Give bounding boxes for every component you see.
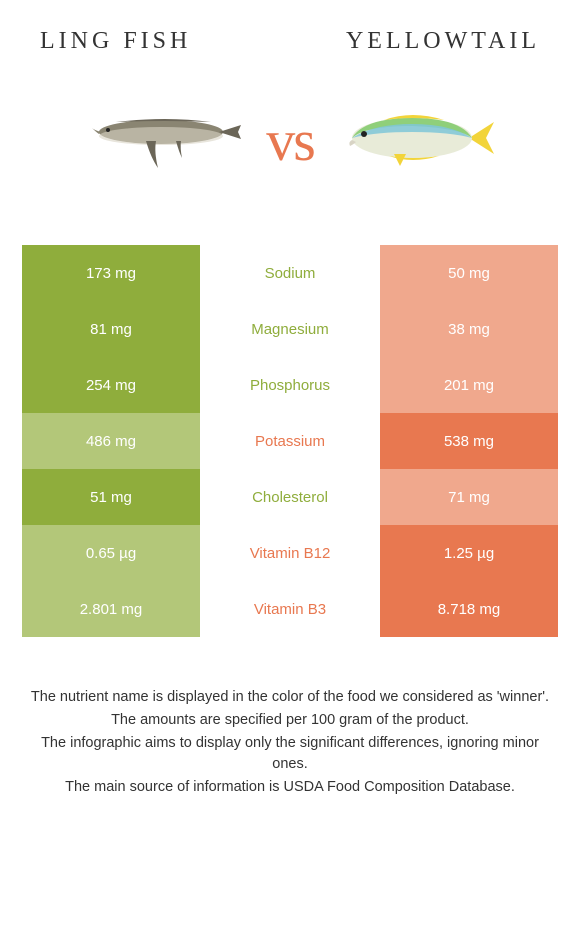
footnote-line: The infographic aims to display only the… <box>30 733 550 775</box>
nutrient-row: 486 mgPotassium538 mg <box>22 413 558 469</box>
images-row: vs <box>0 55 580 245</box>
nutrient-row: 0.65 µgVitamin B121.25 µg <box>22 525 558 581</box>
title-right: YELLOWTAIL <box>346 28 540 55</box>
nutrient-table: 173 mgSodium50 mg81 mgMagnesium38 mg254 … <box>0 245 580 637</box>
footnote-line: The amounts are specified per 100 gram o… <box>30 710 550 731</box>
title-left: LING FISH <box>40 28 191 55</box>
value-right: 50 mg <box>380 245 558 301</box>
value-right: 38 mg <box>380 301 558 357</box>
value-left: 173 mg <box>22 245 200 301</box>
value-right: 8.718 mg <box>380 581 558 637</box>
nutrient-name: Vitamin B3 <box>200 581 380 637</box>
value-right: 538 mg <box>380 413 558 469</box>
value-left: 51 mg <box>22 469 200 525</box>
nutrient-row: 254 mgPhosphorus201 mg <box>22 357 558 413</box>
value-right: 201 mg <box>380 357 558 413</box>
footnote-line: The main source of information is USDA F… <box>30 777 550 798</box>
value-left: 486 mg <box>22 413 200 469</box>
value-right: 71 mg <box>380 469 558 525</box>
nutrient-name: Potassium <box>200 413 380 469</box>
footnotes: The nutrient name is displayed in the co… <box>0 637 580 798</box>
vs-label: vs <box>266 107 314 174</box>
yellowtail-image <box>334 85 494 195</box>
header: LING FISH YELLOWTAIL <box>0 0 580 55</box>
nutrient-row: 2.801 mgVitamin B38.718 mg <box>22 581 558 637</box>
nutrient-row: 51 mgCholesterol71 mg <box>22 469 558 525</box>
nutrient-name: Cholesterol <box>200 469 380 525</box>
nutrient-name: Magnesium <box>200 301 380 357</box>
nutrient-name: Sodium <box>200 245 380 301</box>
value-left: 81 mg <box>22 301 200 357</box>
value-right: 1.25 µg <box>380 525 558 581</box>
ling-fish-image <box>86 85 246 195</box>
footnote-line: The nutrient name is displayed in the co… <box>30 687 550 708</box>
nutrient-row: 81 mgMagnesium38 mg <box>22 301 558 357</box>
value-left: 254 mg <box>22 357 200 413</box>
value-left: 2.801 mg <box>22 581 200 637</box>
value-left: 0.65 µg <box>22 525 200 581</box>
nutrient-name: Phosphorus <box>200 357 380 413</box>
nutrient-row: 173 mgSodium50 mg <box>22 245 558 301</box>
nutrient-name: Vitamin B12 <box>200 525 380 581</box>
